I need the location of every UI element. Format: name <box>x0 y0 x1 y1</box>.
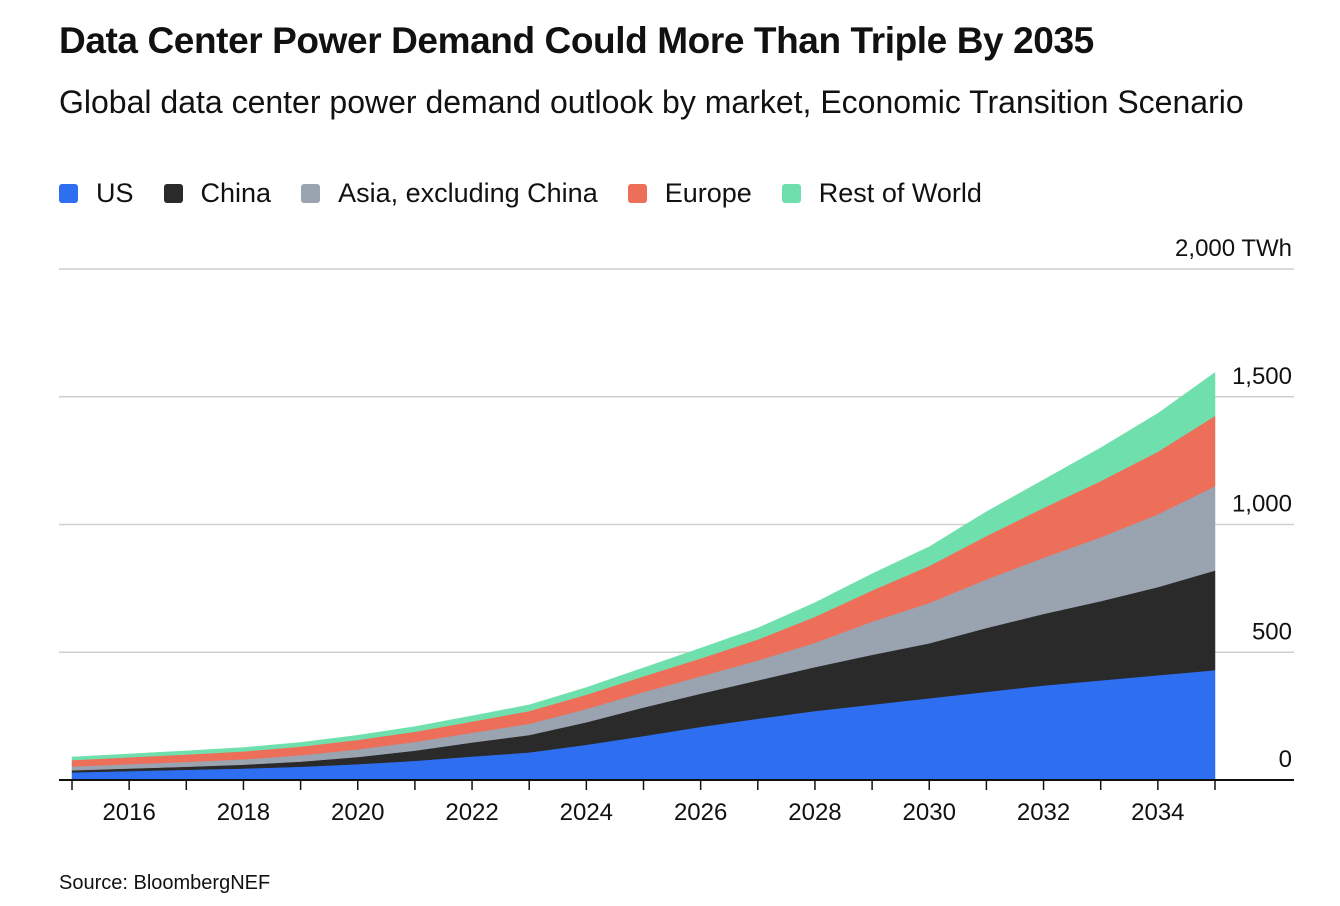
x-tick-label-2024: 2024 <box>560 799 613 826</box>
y-tick-label-1500: 1,500 <box>1232 363 1292 390</box>
legend-swatch-china <box>163 184 183 203</box>
legend-label-china: China <box>200 178 272 208</box>
x-tick-label-2026: 2026 <box>674 799 727 826</box>
legend-swatch-us <box>59 184 78 203</box>
legend-item-us: US <box>59 178 134 209</box>
legend-label-rest-of-world: Rest of World <box>818 178 982 208</box>
x-tick-label-2032: 2032 <box>1017 799 1070 826</box>
y-tick-label-500: 500 <box>1252 618 1292 645</box>
x-tick-label-2028: 2028 <box>788 799 841 826</box>
x-tick-label-2018: 2018 <box>217 799 270 826</box>
x-tick-label-2020: 2020 <box>331 799 384 826</box>
x-tick-label-2030: 2030 <box>903 799 956 826</box>
legend: US China Asia, excluding China Europe Re… <box>59 178 1012 209</box>
legend-item-europe: Europe <box>627 178 752 209</box>
legend-label-europe: Europe <box>664 178 752 208</box>
legend-item-asia: Asia, excluding China <box>301 178 598 209</box>
chart-subtitle: Global data center power demand outlook … <box>59 84 1244 120</box>
legend-swatch-europe <box>627 184 647 203</box>
chart-title: Data Center Power Demand Could More Than… <box>59 20 1094 61</box>
legend-item-china: China <box>163 178 272 209</box>
legend-label-us: US <box>96 178 134 208</box>
area-series-rest-of-world <box>71 371 1216 761</box>
x-tick-label-2022: 2022 <box>445 799 498 826</box>
y-tick-label-1000: 1,000 <box>1232 491 1292 518</box>
source-note: Source: BloombergNEF <box>59 872 271 894</box>
x-tick-label-2016: 2016 <box>102 799 155 826</box>
y-tick-label-0: 0 <box>1279 746 1292 773</box>
y-tick-label-2000: 2,000 TWh <box>1175 235 1292 262</box>
legend-swatch-rest-of-world <box>781 184 801 203</box>
legend-swatch-asia <box>301 184 321 203</box>
x-tick-label-2034: 2034 <box>1131 799 1184 826</box>
legend-item-rest-of-world: Rest of World <box>781 178 982 209</box>
legend-label-asia: Asia, excluding China <box>338 178 598 208</box>
